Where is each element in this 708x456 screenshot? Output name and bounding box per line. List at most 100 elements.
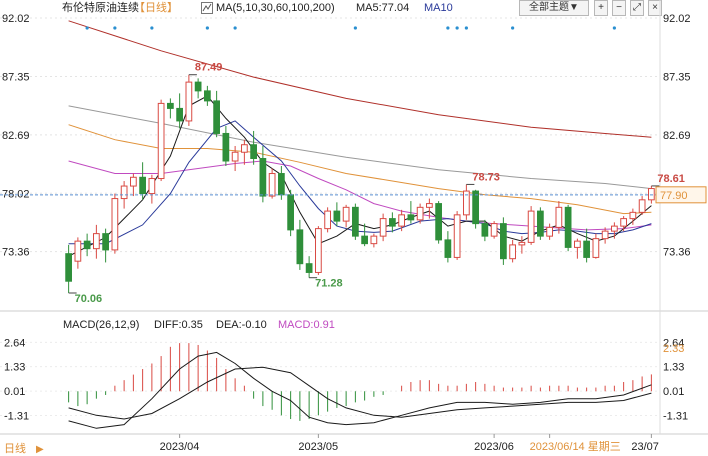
chart-toolbar: 布伦特原油连续 【日线】 MA(5,10,30,60,100,200) MA5:… bbox=[0, 0, 708, 16]
candle-up bbox=[518, 241, 526, 246]
close-icon[interactable]: × bbox=[648, 0, 662, 16]
candle-up bbox=[601, 230, 609, 240]
price-tick-right: 87.35 bbox=[663, 71, 691, 83]
candle-up bbox=[527, 210, 535, 243]
event-marker bbox=[446, 26, 450, 30]
period-button-bg[interactable] bbox=[0, 440, 50, 456]
macd-hist-value: MACD:0.91 bbox=[278, 319, 335, 331]
candle-up bbox=[342, 206, 350, 222]
minus-square-icon[interactable]: − bbox=[612, 0, 626, 16]
current-price-label: 77.90 bbox=[660, 190, 688, 202]
candle-down bbox=[564, 206, 572, 248]
macd-diff-value: DIFF:0.35 bbox=[154, 319, 203, 331]
theme-select-button[interactable]: 全部主题▼ bbox=[519, 0, 589, 16]
price-tick-left: 73.36 bbox=[2, 247, 30, 259]
event-marker bbox=[233, 26, 237, 30]
event-marker bbox=[353, 26, 357, 30]
plus-square-icon[interactable]: + bbox=[594, 0, 608, 16]
event-marker bbox=[85, 26, 89, 30]
grid-lines bbox=[0, 0, 708, 435]
candle-down bbox=[435, 203, 442, 241]
candle-up bbox=[453, 214, 461, 258]
macd-panel: 2.64 2.64 1.33 1.33 0.01 0.01 -1.31 -1.31 2.33 bbox=[0, 337, 688, 429]
macd-tick-left: 2.64 bbox=[4, 337, 25, 349]
candle-up bbox=[130, 176, 137, 187]
candle-down bbox=[444, 239, 452, 258]
candle-up bbox=[490, 223, 498, 237]
price-tick-right: 73.36 bbox=[663, 247, 691, 259]
candle-down bbox=[352, 206, 359, 237]
candle-up bbox=[629, 211, 637, 220]
candle-up bbox=[157, 102, 165, 180]
macd-tick-left: -1.31 bbox=[4, 411, 29, 423]
event-marker bbox=[464, 26, 468, 30]
date-label: 2023/06/14 星期三 bbox=[530, 440, 621, 453]
current-price-box bbox=[655, 186, 707, 204]
candle-up bbox=[611, 225, 618, 232]
annotation-label: 78.73 bbox=[472, 171, 500, 183]
macd-dea-line bbox=[68, 366, 652, 420]
macd-tick-left: 0.01 bbox=[4, 386, 25, 398]
candle-up bbox=[268, 173, 276, 197]
candle-up bbox=[379, 218, 387, 237]
candle-down bbox=[287, 194, 294, 231]
date-label: 23/07 bbox=[631, 441, 659, 453]
annotation-label: 87.49 bbox=[195, 62, 223, 74]
candle-up bbox=[324, 210, 331, 230]
ma60-line bbox=[68, 124, 652, 215]
event-marker bbox=[455, 26, 459, 30]
candle-up bbox=[463, 190, 470, 216]
price-tick-left: 82.69 bbox=[2, 130, 30, 142]
period-arrow-icon[interactable]: ▶ bbox=[36, 444, 44, 455]
candle-up bbox=[148, 178, 156, 195]
chart-type-icon[interactable] bbox=[201, 2, 213, 14]
candle-up bbox=[111, 198, 119, 251]
event-marker bbox=[113, 26, 117, 30]
candle-down bbox=[500, 223, 507, 260]
candle-up bbox=[555, 206, 563, 228]
candle-up bbox=[574, 240, 581, 248]
candle-up bbox=[638, 199, 646, 213]
candle-down bbox=[250, 144, 257, 159]
candle-down bbox=[472, 190, 479, 225]
ma200-line bbox=[68, 20, 652, 138]
candle-down bbox=[296, 229, 304, 265]
ma-indicator-label[interactable]: MA(5,10,30,60,100,200) bbox=[216, 2, 335, 14]
candle-up bbox=[592, 238, 600, 258]
annotation-label: 70.06 bbox=[75, 293, 103, 305]
macd-tick-right: 2.64 bbox=[663, 337, 684, 349]
candle-up bbox=[398, 214, 405, 227]
candle-up bbox=[370, 235, 378, 245]
expand-icon[interactable]: ⤢ bbox=[630, 0, 644, 16]
annotation-label: 78.61 bbox=[657, 173, 685, 185]
ma5-value: MA5:77.04 bbox=[356, 2, 410, 14]
candle-up bbox=[93, 233, 100, 250]
macd-title: MACD(26,12,9) bbox=[63, 319, 139, 331]
ma30-line bbox=[68, 160, 652, 231]
candle-up bbox=[185, 81, 193, 122]
price-tick-left: 78.02 bbox=[2, 188, 30, 200]
candle-down bbox=[102, 233, 109, 251]
price-axis: 92.0292.0287.3587.3582.6982.6978.0278.02… bbox=[0, 13, 707, 259]
date-label: 2023/04 bbox=[160, 441, 200, 453]
macd-tick-left: 1.33 bbox=[4, 362, 25, 374]
period-label[interactable]: 【日线】 bbox=[134, 2, 178, 14]
period-button[interactable]: 日线 bbox=[4, 441, 26, 455]
event-marker bbox=[150, 26, 154, 30]
candle-up bbox=[416, 206, 424, 221]
candle-down bbox=[213, 100, 220, 134]
candle-down bbox=[83, 240, 91, 250]
candle-down bbox=[537, 210, 544, 237]
candle-up bbox=[74, 240, 82, 262]
candle-down bbox=[65, 253, 72, 282]
candle-down bbox=[278, 173, 285, 196]
candle-down bbox=[333, 210, 341, 222]
macd-tick-right: -1.31 bbox=[663, 411, 688, 423]
event-marker bbox=[205, 26, 209, 30]
macd-dea-value: DEA:-0.10 bbox=[216, 319, 267, 331]
candle-down bbox=[167, 102, 174, 109]
candle-up bbox=[546, 226, 553, 237]
event-markers bbox=[85, 26, 616, 30]
price-tick-right: 82.69 bbox=[663, 130, 691, 142]
